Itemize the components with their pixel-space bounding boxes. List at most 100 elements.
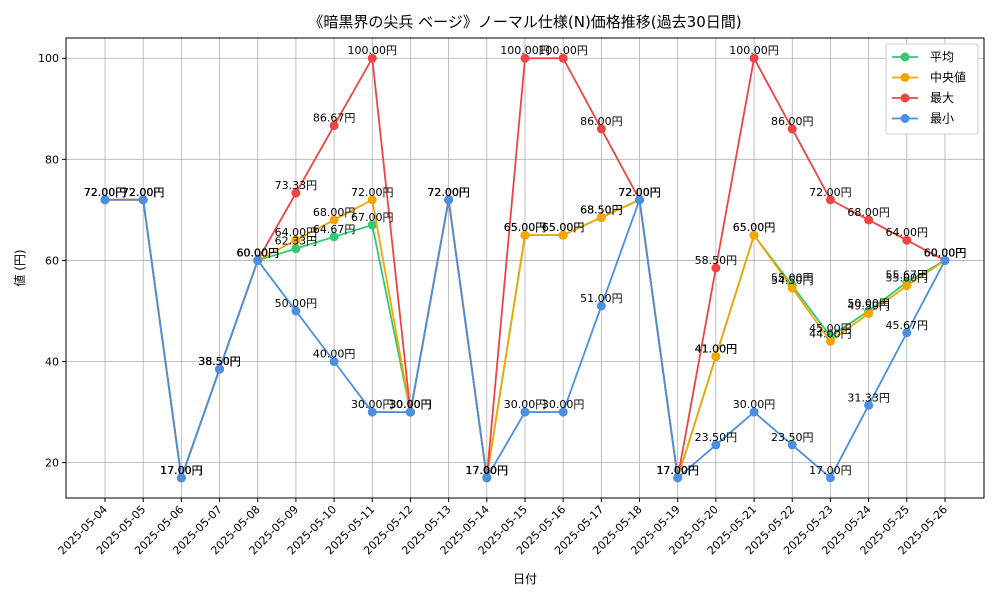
data-label: 100.00円: [348, 44, 398, 57]
data-point: [825, 195, 835, 205]
data-label: 72.00円: [618, 186, 661, 199]
y-tick-label: 60: [45, 254, 59, 267]
data-label: 68.00円: [313, 206, 356, 219]
data-label: 17.00円: [466, 464, 509, 477]
y-axis-label: 値 (円): [12, 249, 27, 286]
data-point: [749, 407, 759, 417]
data-label: 30.00円: [389, 398, 432, 411]
data-label: 72.00円: [618, 186, 661, 199]
data-point: [596, 301, 606, 311]
y-tick-label: 40: [45, 356, 59, 369]
data-label: 65.00円: [733, 221, 776, 234]
data-label: 41.00円: [695, 342, 738, 355]
data-point: [749, 53, 759, 63]
data-label: 44.00円: [809, 327, 852, 340]
data-label: 68.00円: [847, 206, 890, 219]
data-label: 30.00円: [542, 398, 585, 411]
data-label: 60.00円: [236, 246, 279, 259]
data-label: 17.00円: [160, 464, 203, 477]
data-label: 58.50円: [695, 254, 738, 267]
data-label: 55.00円: [886, 272, 929, 285]
data-label: 64.00円: [886, 226, 929, 239]
data-label: 68.50円: [580, 203, 623, 216]
data-point: [635, 195, 645, 205]
data-label: 60.00円: [236, 246, 279, 259]
data-label: 38.50円: [198, 355, 241, 368]
data-label: 72.00円: [427, 186, 470, 199]
data-label: 31.33円: [847, 391, 890, 404]
data-label: 65.00円: [504, 221, 547, 234]
data-point: [367, 53, 377, 63]
data-label: 100.00円: [500, 44, 550, 57]
data-label: 72.00円: [618, 186, 661, 199]
legend-item: 最小: [892, 112, 954, 126]
data-label: 62.33円: [275, 235, 318, 248]
legend-swatch-marker: [900, 52, 910, 62]
data-point: [558, 407, 568, 417]
data-label: 86.00円: [580, 115, 623, 128]
data-label: 55.67円: [886, 268, 929, 281]
data-label: 72.00円: [122, 186, 165, 199]
data-label: 17.00円: [656, 464, 699, 477]
data-point: [940, 255, 950, 265]
data-label: 23.50円: [771, 431, 814, 444]
data-label: 60.00円: [924, 246, 967, 259]
data-label: 68.50円: [580, 203, 623, 216]
legend-swatch-marker: [900, 73, 910, 82]
series-layer: [100, 53, 950, 483]
data-point: [825, 336, 835, 346]
y-tick-label: 100: [38, 52, 59, 65]
data-label: 45.67円: [886, 319, 929, 332]
data-label: 30.00円: [389, 398, 432, 411]
data-label: 65.00円: [504, 221, 547, 234]
data-point: [329, 357, 339, 367]
data-label: 72.00円: [84, 186, 127, 199]
data-point: [749, 230, 759, 240]
data-label: 38.50円: [198, 355, 241, 368]
data-point: [711, 440, 721, 450]
data-label: 72.00円: [122, 186, 165, 199]
data-point: [864, 308, 874, 318]
data-label: 17.00円: [466, 464, 509, 477]
legend-box: [885, 43, 979, 135]
data-point: [329, 232, 339, 242]
data-label: 65.00円: [542, 221, 585, 234]
data-point: [367, 220, 377, 230]
data-label: 72.00円: [122, 186, 165, 199]
data-label: 86.00円: [771, 115, 814, 128]
legend-item: 最大: [892, 91, 954, 105]
data-label: 65.00円: [733, 221, 776, 234]
data-point: [520, 53, 530, 63]
data-label: 72.00円: [427, 186, 470, 199]
data-label: 17.00円: [466, 464, 509, 477]
data-label: 30.00円: [389, 398, 432, 411]
data-label: 30.00円: [351, 398, 394, 411]
data-label: 40.00円: [313, 348, 356, 361]
data-label: 38.50円: [198, 355, 241, 368]
data-label: 30.00円: [504, 398, 547, 411]
data-point: [291, 306, 301, 316]
data-label: 72.00円: [84, 186, 127, 199]
data-label: 50.00円: [847, 297, 890, 310]
data-label: 17.00円: [466, 464, 509, 477]
data-point: [902, 281, 912, 291]
data-label: 65.00円: [542, 221, 585, 234]
data-label: 50.00円: [275, 297, 318, 310]
data-label: 60.00円: [924, 246, 967, 259]
data-label: 60.00円: [924, 246, 967, 259]
data-point: [864, 400, 874, 410]
data-point: [482, 473, 492, 483]
data-point: [864, 215, 874, 225]
data-point: [787, 124, 797, 134]
data-point: [291, 235, 301, 245]
data-label: 17.00円: [160, 464, 203, 477]
data-point: [711, 263, 721, 273]
data-label: 86.67円: [313, 112, 356, 125]
data-label: 72.00円: [122, 186, 165, 199]
data-point: [825, 473, 835, 483]
data-point: [673, 473, 683, 483]
y-tick-label: 80: [45, 153, 59, 166]
data-label: 54.50円: [771, 274, 814, 287]
data-point: [329, 215, 339, 225]
